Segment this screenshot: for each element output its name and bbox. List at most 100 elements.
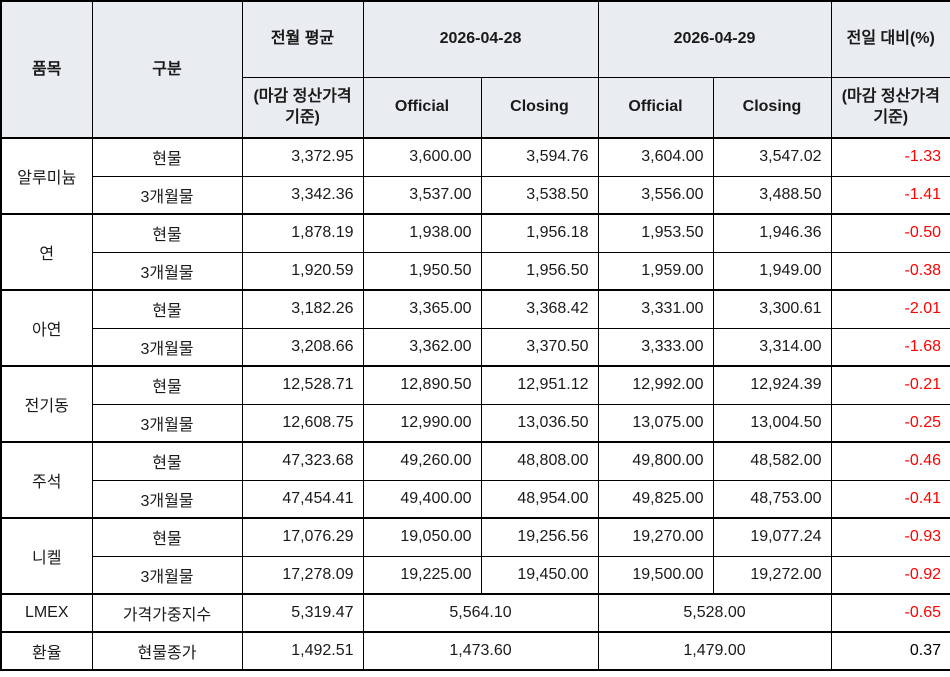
table-row: 3개월물 12,608.75 12,990.00 13,036.50 13,07… bbox=[1, 403, 950, 443]
change-cell: -0.41 bbox=[830, 479, 950, 519]
header-item: 품목 bbox=[0, 0, 93, 139]
price-cell: 48,753.00 bbox=[712, 479, 832, 519]
header-change-sub: (마감 정산가격 기준) bbox=[830, 76, 950, 139]
price-cell: 3,362.00 bbox=[362, 327, 482, 367]
price-cell: 13,004.50 bbox=[712, 403, 832, 443]
price-cell: 19,050.00 bbox=[362, 517, 482, 557]
price-cell-merged: 5,528.00 bbox=[597, 593, 832, 633]
item-cell: 주석 bbox=[0, 441, 93, 519]
table-row: 아연 현물 3,182.26 3,365.00 3,368.42 3,331.0… bbox=[0, 289, 950, 367]
table-row: 3개월물 3,342.36 3,537.00 3,538.50 3,556.00… bbox=[1, 175, 950, 215]
header-change: 전일 대비(%) bbox=[830, 0, 950, 78]
prev-avg-cell: 5,319.47 bbox=[241, 593, 364, 633]
price-cell: 3,556.00 bbox=[597, 175, 714, 215]
price-cell: 13,075.00 bbox=[597, 403, 714, 443]
category-cell: 3개월물 bbox=[91, 327, 243, 367]
header-closing-d2: Closing bbox=[712, 76, 832, 139]
category-cell: 현물 bbox=[91, 517, 243, 557]
category-cell: 3개월물 bbox=[91, 403, 243, 443]
price-cell: 12,890.50 bbox=[362, 365, 482, 405]
price-cell-merged: 5,564.10 bbox=[362, 593, 599, 633]
price-cell: 12,924.39 bbox=[712, 365, 832, 405]
price-cell: 3,370.50 bbox=[480, 327, 599, 367]
item-cell: 전기동 bbox=[0, 365, 93, 443]
table-row: 알루미늄 현물 3,372.95 3,600.00 3,594.76 3,604… bbox=[0, 137, 950, 215]
price-cell: 19,270.00 bbox=[597, 517, 714, 557]
category-cell: 현물 bbox=[91, 213, 243, 253]
category-cell: 현물 bbox=[91, 289, 243, 329]
price-cell: 1,956.18 bbox=[480, 213, 599, 253]
prev-avg-cell: 3,208.66 bbox=[241, 327, 364, 367]
change-cell: 0.37 bbox=[830, 631, 950, 671]
category-cell: 현물종가 bbox=[91, 631, 243, 671]
price-cell-merged: 1,473.60 bbox=[362, 631, 599, 671]
header-category: 구분 bbox=[91, 0, 243, 139]
change-cell: -0.46 bbox=[830, 441, 950, 481]
table-row: 주석 현물 47,323.68 49,260.00 48,808.00 49,8… bbox=[0, 441, 950, 519]
price-cell: 3,547.02 bbox=[712, 137, 832, 177]
table-row: 3개월물 3,208.66 3,362.00 3,370.50 3,333.00… bbox=[1, 327, 950, 367]
item-cell: 아연 bbox=[0, 289, 93, 367]
price-cell: 1,956.50 bbox=[480, 251, 599, 291]
item-cell: 환율 bbox=[0, 631, 93, 671]
header-prev-avg: 전월 평균 bbox=[241, 0, 364, 78]
price-cell: 3,368.42 bbox=[480, 289, 599, 329]
change-cell: -0.21 bbox=[830, 365, 950, 405]
header-official-d2: Official bbox=[597, 76, 714, 139]
price-cell: 1,950.50 bbox=[362, 251, 482, 291]
category-cell: 3개월물 bbox=[91, 479, 243, 519]
prev-avg-cell: 47,323.68 bbox=[241, 441, 364, 481]
item-cell: 니켈 bbox=[0, 517, 93, 595]
category-cell: 현물 bbox=[91, 137, 243, 177]
change-cell: -0.93 bbox=[830, 517, 950, 557]
price-cell: 49,400.00 bbox=[362, 479, 482, 519]
price-cell: 3,594.76 bbox=[480, 137, 599, 177]
prev-avg-cell: 3,182.26 bbox=[241, 289, 364, 329]
category-cell: 현물 bbox=[91, 441, 243, 481]
price-cell: 12,990.00 bbox=[362, 403, 482, 443]
prev-avg-cell: 17,278.09 bbox=[241, 555, 364, 595]
change-cell: -1.41 bbox=[830, 175, 950, 215]
price-cell: 3,604.00 bbox=[597, 137, 714, 177]
price-cell: 12,951.12 bbox=[480, 365, 599, 405]
category-cell: 3개월물 bbox=[91, 175, 243, 215]
change-cell: -2.01 bbox=[830, 289, 950, 329]
prev-avg-cell: 17,076.29 bbox=[241, 517, 364, 557]
table-row-exchange-rate: 환율 현물종가 1,492.51 1,473.60 1,479.00 0.37 bbox=[0, 631, 950, 671]
prev-avg-cell: 1,920.59 bbox=[241, 251, 364, 291]
price-cell: 19,256.56 bbox=[480, 517, 599, 557]
table-body: 알루미늄 현물 3,372.95 3,600.00 3,594.76 3,604… bbox=[0, 137, 950, 671]
price-cell: 13,036.50 bbox=[480, 403, 599, 443]
item-cell: 연 bbox=[0, 213, 93, 291]
category-cell: 현물 bbox=[91, 365, 243, 405]
price-cell: 3,331.00 bbox=[597, 289, 714, 329]
change-cell: -0.50 bbox=[830, 213, 950, 253]
header-prev-avg-sub: (마감 정산가격 기준) bbox=[241, 76, 364, 139]
table-row: 전기동 현물 12,528.71 12,890.50 12,951.12 12,… bbox=[0, 365, 950, 443]
item-cell: LMEX bbox=[0, 593, 93, 633]
price-cell: 12,992.00 bbox=[597, 365, 714, 405]
change-cell: -0.65 bbox=[830, 593, 950, 633]
price-cell: 1,953.50 bbox=[597, 213, 714, 253]
price-cell: 49,825.00 bbox=[597, 479, 714, 519]
price-cell-merged: 1,479.00 bbox=[597, 631, 832, 671]
price-cell: 3,488.50 bbox=[712, 175, 832, 215]
header-closing-d1: Closing bbox=[480, 76, 599, 139]
change-cell: -1.68 bbox=[830, 327, 950, 367]
price-cell: 3,600.00 bbox=[362, 137, 482, 177]
price-cell: 48,582.00 bbox=[712, 441, 832, 481]
change-cell: -0.92 bbox=[830, 555, 950, 595]
price-cell: 1,949.00 bbox=[712, 251, 832, 291]
price-cell: 19,500.00 bbox=[597, 555, 714, 595]
change-cell: -0.38 bbox=[830, 251, 950, 291]
price-cell: 19,450.00 bbox=[480, 555, 599, 595]
header-date2: 2026-04-29 bbox=[597, 0, 832, 78]
header-date1: 2026-04-28 bbox=[362, 0, 599, 78]
table-header: 품목 구분 전월 평균 2026-04-28 2026-04-29 전일 대비(… bbox=[0, 0, 950, 139]
change-cell: -1.33 bbox=[830, 137, 950, 177]
price-cell: 3,300.61 bbox=[712, 289, 832, 329]
prev-avg-cell: 3,342.36 bbox=[241, 175, 364, 215]
table-row: 연 현물 1,878.19 1,938.00 1,956.18 1,953.50… bbox=[0, 213, 950, 291]
price-cell: 3,537.00 bbox=[362, 175, 482, 215]
prev-avg-cell: 12,608.75 bbox=[241, 403, 364, 443]
